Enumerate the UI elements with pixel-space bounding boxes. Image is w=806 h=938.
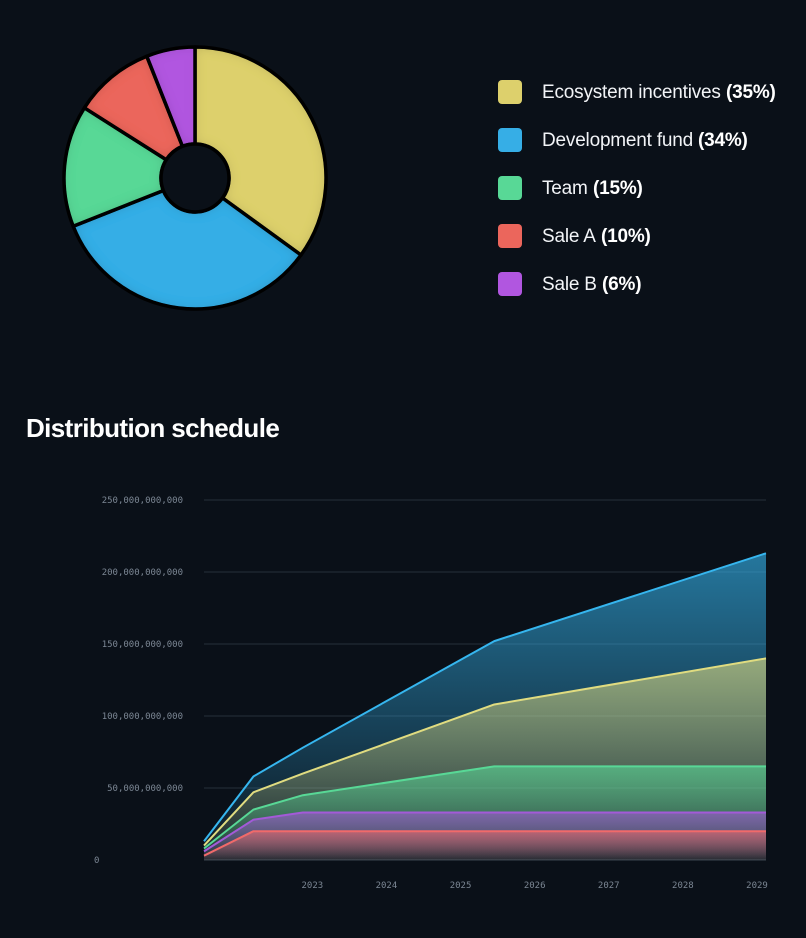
legend-swatch xyxy=(498,80,522,104)
x-tick-label: 2023 xyxy=(301,881,323,891)
y-tick-label: 0 xyxy=(94,856,99,866)
line-sale-a xyxy=(203,830,766,857)
y-tick-label: 250,000,000,000 xyxy=(102,496,183,506)
y-tick-label: 50,000,000,000 xyxy=(107,784,183,794)
legend-label: Development fund xyxy=(542,130,694,151)
area-sale-a xyxy=(204,831,766,860)
section-title: Distribution schedule xyxy=(26,413,280,443)
legend-percent: (10%) xyxy=(601,226,651,247)
allocation-donut-chart xyxy=(62,45,328,311)
legend-swatch xyxy=(498,224,522,248)
x-tick-label: 2025 xyxy=(450,881,472,891)
donut-hole xyxy=(159,142,231,214)
legend-label: Team xyxy=(542,178,588,199)
legend-percent: (15%) xyxy=(593,178,643,199)
legend-percent: (35%) xyxy=(726,82,776,103)
line-development-fund xyxy=(203,552,767,842)
x-tick-label: 2029 xyxy=(746,881,768,891)
line-team xyxy=(203,765,766,850)
y-tick-label: 200,000,000,000 xyxy=(102,568,183,578)
line-ecosystem-incentives xyxy=(203,657,767,847)
y-tick-label: 150,000,000,000 xyxy=(102,640,183,650)
legend-label: Ecosystem incentives xyxy=(542,82,721,103)
x-tick-label: 2027 xyxy=(598,881,620,891)
x-tick-label: 2026 xyxy=(524,881,546,891)
legend-percent: (6%) xyxy=(602,274,642,295)
legend-percent: (34%) xyxy=(698,130,748,151)
x-tick-label: 2024 xyxy=(376,881,398,891)
legend-label: Sale A xyxy=(542,226,596,247)
legend-swatch xyxy=(498,176,522,200)
legend-swatch xyxy=(498,128,522,152)
legend-label: Sale B xyxy=(542,274,597,295)
legend-swatch xyxy=(498,272,522,296)
line-sale-b xyxy=(203,811,766,853)
x-tick-label: 2028 xyxy=(672,881,694,891)
distribution-area-chart: 0 50,000,000,000 100,000,000,000 150,000,00… xyxy=(94,496,768,891)
y-tick-label: 100,000,000,000 xyxy=(102,712,183,722)
